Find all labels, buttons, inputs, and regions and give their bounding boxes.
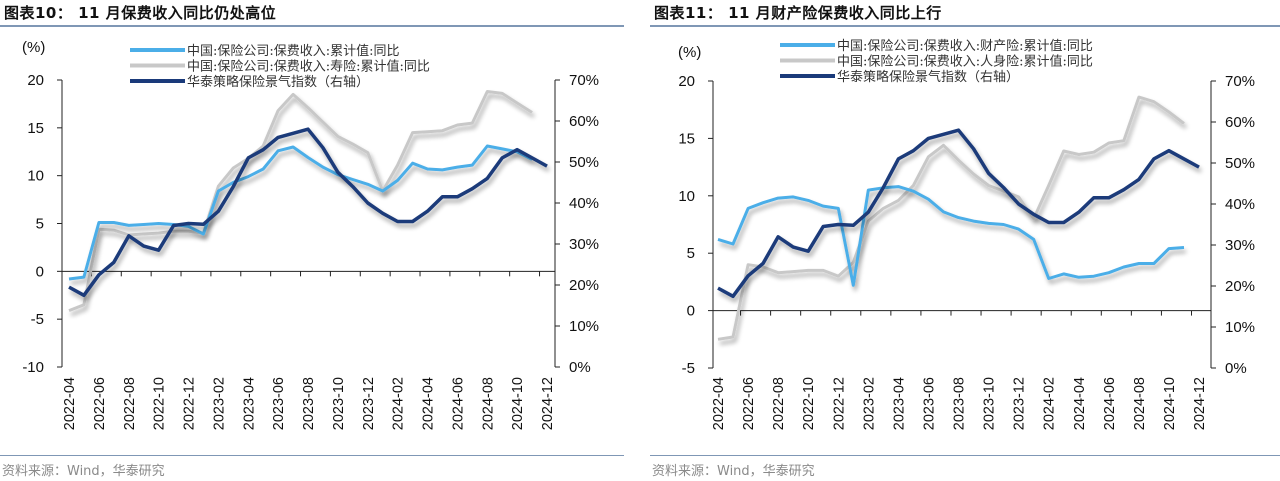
x-axis-tick-label: 2022-06: [92, 377, 108, 430]
legend-label: 中国:保险公司:保费收入:寿险:累计值:同比: [187, 59, 430, 75]
chart10-plot: (%) -10 -5 0 5 10 15 20 0% 10% 20% 30% 40% 50% 60% 70% 2…: [22, 39, 599, 430]
chart10-source: 资料来源：Wind，华泰研究: [2, 464, 165, 479]
x-axis-tick-label: 2024-02: [1042, 377, 1058, 430]
x-axis-tick-label: 2023-04: [241, 377, 257, 430]
right-axis-tick-label: 70%: [569, 72, 599, 89]
left-axis-tick-label: 0: [687, 303, 695, 320]
series-line-1: [717, 185, 1185, 287]
series-line-2: [717, 95, 1185, 341]
x-axis-tick-label: 2023-08: [301, 377, 317, 430]
right-axis-tick-label: 60%: [569, 113, 599, 130]
source-divider: [0, 455, 624, 456]
left-axis-tick-label: 20: [27, 72, 44, 89]
left-axis-tick-label: 20: [678, 73, 695, 90]
right-axis-tick-label: 40%: [1225, 196, 1255, 213]
right-axis-tick-label: 0%: [1225, 360, 1247, 377]
x-axis-tick-label: 2023-08: [952, 377, 968, 430]
series-line-2: [68, 90, 533, 312]
chart11-panel: 图表11： 11 月财产险保费收入同比上行 (%) -5 0 5 10 15 20 0% 10%…: [650, 0, 1280, 481]
x-axis-tick-label: 2024-08: [480, 377, 496, 430]
x-axis-tick-label: 2023-04: [891, 377, 907, 430]
title-divider: [650, 25, 1280, 27]
source-divider: [650, 455, 1280, 456]
x-axis-tick-label: 2023-10: [982, 377, 998, 430]
right-axis-tick-label: 10%: [569, 318, 599, 335]
x-axis-tick-label: 2024-06: [450, 377, 466, 430]
legend-label: 中国:保险公司:保费收入:累计值:同比: [187, 43, 400, 59]
x-axis-tick-label: 2022-12: [831, 377, 847, 430]
x-axis-tick-label: 2023-06: [921, 377, 937, 430]
legend-label: 华泰策略保险景气指数（右轴）: [187, 74, 369, 90]
x-axis-tick-label: 2022-08: [771, 377, 787, 430]
x-axis-tick-label: 2023-10: [331, 377, 347, 430]
x-axis-tick-label: 2024-12: [1192, 377, 1208, 430]
x-axis-tick-label: 2022-10: [152, 377, 168, 430]
left-axis-unit: (%): [22, 39, 45, 56]
left-axis-tick-label: -5: [682, 360, 695, 377]
right-axis-tick-label: 40%: [569, 195, 599, 212]
chart10-title: 图表10： 11 月保费收入同比仍处高位: [4, 4, 277, 22]
chart11-source: 资料来源：Wind，华泰研究: [652, 464, 815, 479]
legend-label: 中国:保险公司:保费收入:财产险:累计值:同比: [837, 38, 1093, 54]
x-axis-tick-label: 2022-08: [122, 377, 138, 430]
right-axis-tick-label: 50%: [569, 154, 599, 171]
legend-label: 华泰策略保险景气指数（右轴）: [837, 69, 1019, 85]
series-line-1: [68, 144, 533, 281]
x-axis-tick-label: 2023-02: [861, 377, 877, 430]
x-axis-tick-label: 2023-02: [211, 377, 227, 430]
x-axis-tick-label: 2022-04: [711, 377, 727, 430]
chart10-panel: 图表10： 11 月保费收入同比仍处高位 (%) -10 -5 0 5 10 15 20 0% 1…: [0, 0, 630, 481]
x-axis-tick-label: 2024-04: [1072, 377, 1088, 430]
x-axis-tick-label: 2022-12: [182, 377, 198, 430]
right-axis-tick-label: 70%: [1225, 73, 1255, 90]
x-axis-tick-label: 2024-10: [1162, 377, 1178, 430]
x-axis-tick-label: 2022-04: [62, 377, 78, 430]
x-axis-tick-label: 2024-10: [510, 377, 526, 430]
x-axis-tick-label: 2023-12: [361, 377, 377, 430]
left-axis-tick-label: 10: [27, 168, 44, 185]
chart11-plot: (%) -5 0 5 10 15 20 0% 10% 20% 30% 40% 50% 60% 70% 2022…: [678, 38, 1255, 430]
right-axis-tick-label: 30%: [1225, 237, 1255, 254]
x-axis-tick-label: 2023-12: [1012, 377, 1028, 430]
left-axis-unit: (%): [678, 44, 701, 61]
left-axis-tick-label: 5: [36, 216, 44, 233]
left-axis-tick-label: 15: [678, 130, 695, 147]
right-axis-tick-label: 0%: [569, 359, 591, 376]
x-axis-tick-label: 2024-12: [540, 377, 556, 430]
left-axis-tick-label: 0: [36, 263, 44, 280]
right-axis-tick-label: 20%: [1225, 278, 1255, 295]
chart11-title: 图表11： 11 月财产险保费收入同比上行: [654, 4, 942, 22]
right-axis-tick-label: 60%: [1225, 114, 1255, 131]
x-axis-tick-label: 2024-02: [391, 377, 407, 430]
right-axis-tick-label: 30%: [569, 236, 599, 253]
title-divider: [0, 25, 624, 27]
left-axis-tick-label: 10: [678, 188, 695, 205]
right-axis-tick-label: 20%: [569, 277, 599, 294]
x-axis-tick-label: 2022-10: [801, 377, 817, 430]
series-line-3: [68, 127, 548, 298]
x-axis-tick-label: 2023-06: [271, 377, 287, 430]
x-axis-tick-label: 2022-06: [741, 377, 757, 430]
x-axis-tick-label: 2024-08: [1132, 377, 1148, 430]
left-axis-tick-label: 5: [687, 245, 695, 262]
right-axis-tick-label: 50%: [1225, 155, 1255, 172]
left-axis-tick-label: -10: [22, 359, 44, 376]
left-axis-tick-label: -5: [31, 311, 44, 328]
x-axis-tick-label: 2024-04: [421, 377, 437, 430]
left-axis-tick-label: 15: [27, 120, 44, 137]
x-axis-tick-label: 2024-06: [1102, 377, 1118, 430]
legend-label: 中国:保险公司:保费收入:人身险:累计值:同比: [837, 54, 1093, 70]
right-axis-tick-label: 10%: [1225, 319, 1255, 336]
